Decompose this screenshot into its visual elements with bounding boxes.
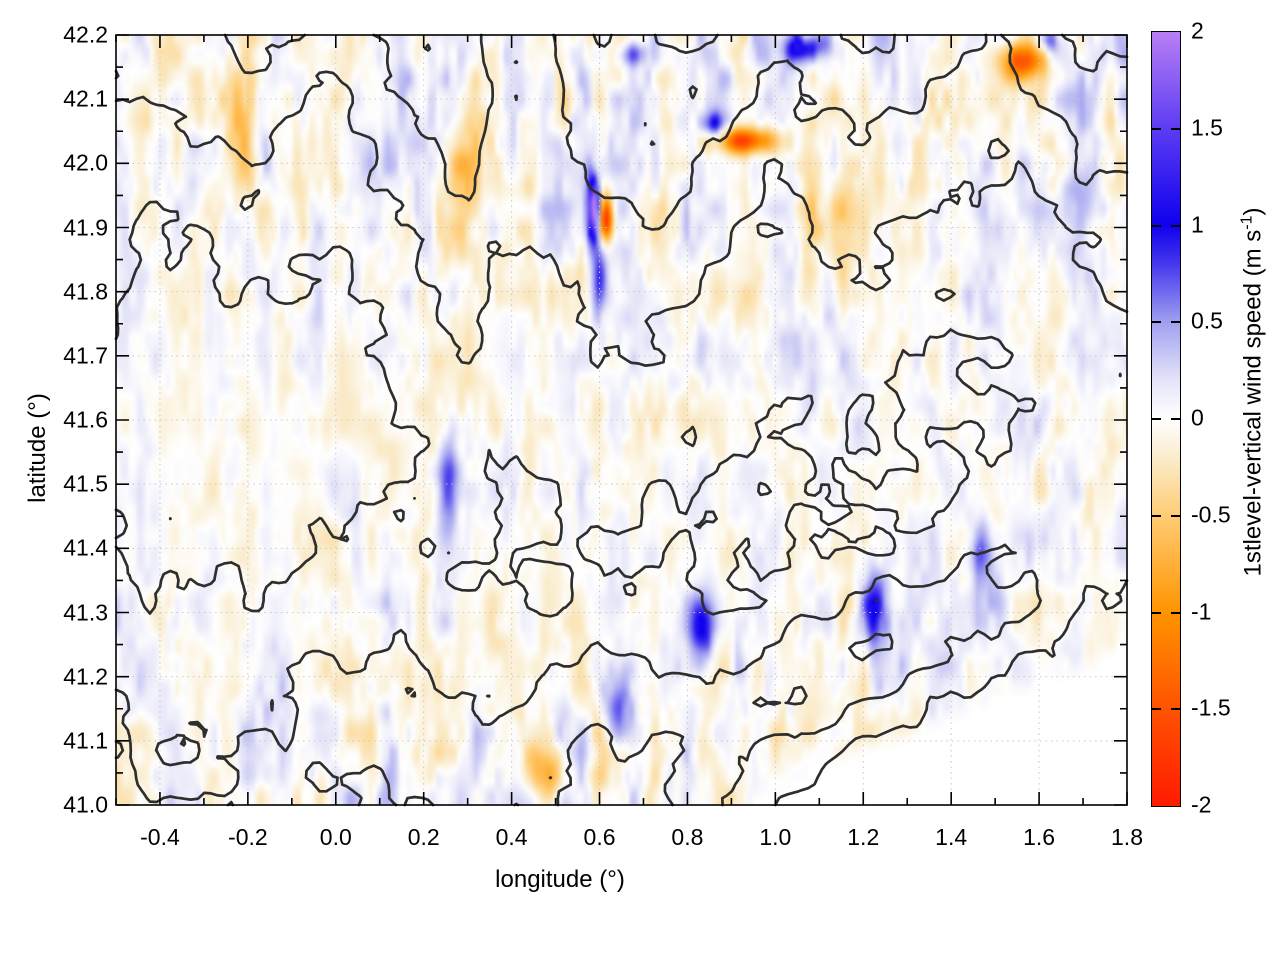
- x-axis-title: longitude (°): [495, 866, 625, 893]
- colorbar-tick: [1152, 418, 1161, 420]
- colorbar-tick: [1152, 321, 1161, 324]
- y-tick-label: 41.7: [63, 342, 108, 369]
- colorbar-tick: [1152, 611, 1161, 614]
- y-tick-label: 41.4: [63, 534, 108, 561]
- colorbar-tick: [1152, 127, 1161, 130]
- colorbar-tick: [1171, 418, 1180, 420]
- y-tick-label: 41.3: [63, 599, 108, 625]
- colorbar-tick-label: 0: [1191, 404, 1204, 431]
- x-tick-label: 0.6: [583, 824, 616, 850]
- colorbar-tick: [1171, 514, 1180, 517]
- colorbar-tick: [1152, 708, 1161, 711]
- colorbar-tick: [1152, 514, 1161, 517]
- colorbar-tick: [1171, 127, 1180, 130]
- x-tick-label: 1.8: [1111, 824, 1143, 850]
- colorbar-title-pre: 1stlevel-vertical wind speed (m s: [1239, 229, 1267, 577]
- x-tick-label: -0.4: [140, 824, 180, 850]
- y-tick-label: 41.9: [63, 214, 108, 240]
- x-tick-label: -0.2: [228, 824, 268, 850]
- y-tick-label: 41.1: [63, 727, 108, 754]
- colorbar-tick: [1171, 708, 1180, 711]
- colorbar-tick-label: -2: [1191, 791, 1212, 818]
- heatmap-canvas: [116, 35, 1127, 805]
- x-tick-label: 1.0: [759, 824, 792, 850]
- colorbar-tick: [1171, 224, 1180, 227]
- colorbar-title: 1stlevel-vertical wind speed (m s-1): [1239, 207, 1268, 576]
- y-tick-label: 41.8: [63, 278, 108, 305]
- colorbar-tick-label: 2: [1191, 17, 1204, 44]
- y-tick-label: 42.1: [63, 85, 108, 112]
- x-tick-label: 0.4: [495, 824, 528, 850]
- colorbar-title-sup: -1: [1238, 215, 1256, 230]
- y-tick-label: 41.2: [63, 663, 108, 690]
- colorbar: [1151, 31, 1181, 807]
- y-tick-label: 41.0: [63, 791, 108, 818]
- y-axis-title: latitude (°): [24, 393, 51, 503]
- y-tick-label: 41.5: [63, 470, 108, 497]
- colorbar-tick-label: -0.5: [1191, 501, 1231, 528]
- x-tick-label: 0.0: [319, 824, 352, 850]
- y-tick-label: 42.0: [63, 149, 108, 176]
- colorbar-tick-label: -1: [1191, 598, 1212, 624]
- y-tick-label: 41.6: [63, 406, 108, 433]
- x-tick-label: 1.4: [935, 824, 968, 850]
- colorbar-tick: [1171, 611, 1180, 614]
- colorbar-title-post: ): [1239, 207, 1267, 216]
- x-tick-label: 1.6: [1023, 824, 1056, 850]
- colorbar-tick-label: 1.5: [1191, 114, 1223, 141]
- x-tick-label: 1.2: [847, 824, 880, 850]
- y-tick-label: 42.2: [63, 21, 108, 48]
- colorbar-tick-label: -1.5: [1191, 694, 1231, 721]
- colorbar-tick: [1171, 321, 1180, 324]
- x-tick-label: 0.8: [671, 824, 704, 850]
- colorbar-tick: [1152, 224, 1161, 227]
- x-tick-label: 0.2: [407, 824, 440, 850]
- colorbar-tick-label: 0.5: [1191, 307, 1223, 334]
- colorbar-tick-label: 1: [1191, 211, 1204, 237]
